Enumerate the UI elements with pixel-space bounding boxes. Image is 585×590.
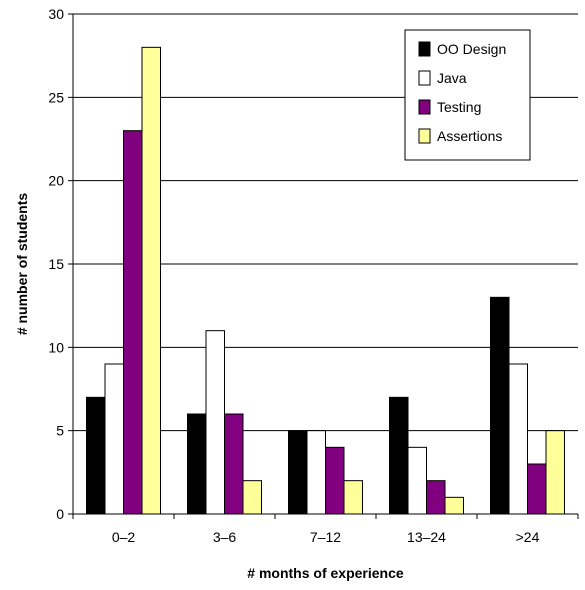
bar-java [104,363,124,515]
bar-assertions [242,480,262,515]
bar-oo-design [490,296,510,515]
y-tick-label: 20 [48,173,64,189]
bar-assertions [545,430,565,515]
y-tick-label: 25 [48,89,64,105]
x-axis-ticks: 0–2 3–6 7–12 13–24 >24 [72,514,579,545]
x-tick-label: >24 [516,529,540,545]
y-tick-label: 15 [48,256,64,272]
y-tick-label: 30 [48,6,64,22]
y-tick-label: 0 [56,506,64,522]
legend-label-testing: Testing [437,99,481,115]
bar-testing [527,463,547,515]
x-tick-label: 13–24 [407,529,446,545]
legend-swatch-java [418,70,431,86]
bar-testing [325,446,345,515]
x-tick-label: 0–2 [112,529,136,545]
y-axis-title: # number of students [14,193,30,336]
bar-oo-design [187,413,207,515]
bar-testing [426,480,446,515]
legend-swatch-assertions [418,128,431,144]
bar-oo-design [288,430,308,515]
x-tick-label: 3–6 [213,529,237,545]
bar-java [306,430,326,515]
x-tick-label: 7–12 [310,529,341,545]
bar-assertions [444,496,464,515]
bar-oo-design [389,396,409,515]
x-axis-title: # months of experience [247,565,404,581]
y-tick-label: 10 [48,339,64,355]
legend-swatch-testing [418,99,431,115]
y-axis-ticks: 0 5 10 15 20 25 30 [48,6,73,522]
bar-oo-design [86,396,106,515]
bar-testing [224,413,244,515]
legend-label-assertions: Assertions [437,128,502,144]
legend: OO Design Java Testing Assertions [404,29,531,161]
bar-java [407,446,427,515]
legend-label-oo-design: OO Design [437,41,506,57]
bar-assertions [343,480,363,515]
y-tick-label: 5 [56,423,64,439]
bars [86,46,565,515]
bar-testing [123,130,143,515]
legend-swatch-oo-design [418,41,431,57]
bar-java [508,363,528,515]
legend-label-java: Java [437,70,467,86]
bar-java [205,330,225,515]
bar-assertions [141,46,161,515]
